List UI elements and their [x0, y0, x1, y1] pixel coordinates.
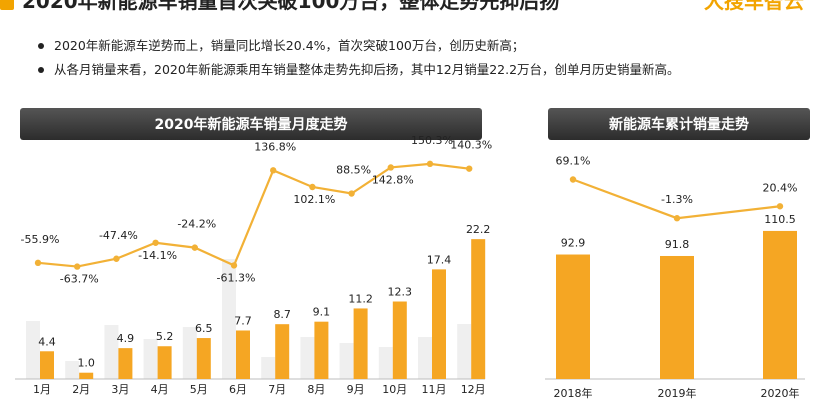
sales-bar [556, 254, 590, 379]
x-tick-label: 11月 [422, 383, 447, 396]
growth-label: -47.4% [99, 229, 138, 242]
sales-bar [763, 230, 797, 379]
bar-value-label: 4.9 [117, 332, 135, 345]
growth-point [230, 262, 238, 269]
bar-value-label: 91.8 [665, 238, 690, 251]
x-tick-label: 9月 [347, 383, 365, 396]
bar-value-label: 8.7 [273, 308, 291, 321]
growth-point [466, 165, 473, 172]
growth-point [74, 263, 81, 270]
sales-bar [471, 239, 486, 379]
monthly-sales-chart: 4.4 1月 1.0 2月 4.9 3月 5.2 4月 6.5 5月 7.7 6月 8.7 7月 9.1 8月… [15, 134, 492, 396]
cumulative-chart-title: 新能源车累计销量走势 [548, 108, 810, 140]
growth-label: 88.5% [336, 164, 371, 177]
sales-bar [79, 372, 94, 379]
growth-point [34, 259, 42, 267]
growth-label: -1.3% [661, 193, 693, 206]
x-tick-label: 2018年 [554, 386, 593, 400]
growth-label: -55.9% [21, 233, 60, 246]
bar-value-label: 6.5 [195, 322, 213, 335]
background-bar [300, 337, 315, 379]
background-bar [222, 259, 236, 379]
logo-icon [0, 0, 14, 10]
growth-label: -14.1% [138, 249, 177, 262]
x-tick-label: 4月 [151, 383, 169, 396]
title-bar: 2020年新能源车销量首次突破100万台，整体走势先抑后扬 大搜车智云 [0, 0, 830, 12]
sales-bar [660, 255, 694, 379]
background-bar [26, 321, 40, 379]
background-bar [418, 337, 432, 379]
background-bar [104, 325, 119, 379]
sales-bar [196, 338, 211, 379]
background-bar [457, 324, 472, 379]
growth-label: -24.2% [177, 218, 216, 231]
bullet-item: 2020年新能源车逆势而上，销量同比增长20.4%，首次突破100万台，创历史新… [36, 38, 680, 62]
growth-point [569, 176, 577, 183]
bar-value-label: 12.3 [388, 286, 413, 299]
growth-label: 102.1% [293, 193, 335, 206]
bullet-item: 从各月销量来看，2020年新能源乘用车销量整体走势先抑后扬，其中12月销量22.… [36, 62, 680, 86]
growth-point [673, 215, 681, 222]
sales-bar [275, 324, 290, 379]
growth-point [426, 160, 434, 168]
bar-value-label: 11.2 [348, 292, 373, 305]
background-bar [339, 343, 354, 379]
x-tick-label: 6月 [229, 383, 247, 396]
bar-value-label: 22.2 [466, 223, 491, 236]
x-tick-label: 5月 [190, 383, 208, 396]
bar-value-label: 1.0 [77, 357, 95, 370]
bar-value-label: 110.5 [764, 213, 796, 226]
cumulative-sales-chart: 92.9 2018年 91.8 2019年 110.5 2020年 69.1% -1.3% 20… [545, 154, 805, 400]
bar-value-label: 4.4 [38, 335, 56, 348]
sales-bar [236, 330, 250, 379]
growth-point [270, 167, 277, 174]
bar-value-label: 9.1 [313, 306, 331, 319]
growth-point [387, 164, 394, 171]
growth-label: 69.1% [556, 154, 591, 167]
growth-point [152, 239, 159, 246]
growth-label: 142.8% [372, 173, 414, 186]
summary-bullets: 2020年新能源车逆势而上，销量同比增长20.4%，首次突破100万台，创历史新… [36, 38, 680, 86]
bar-value-label: 5.2 [156, 330, 174, 343]
sales-bar [353, 308, 368, 379]
growth-point [191, 244, 198, 251]
growth-label: 150.3% [411, 134, 453, 147]
page-title: 2020年新能源车销量首次突破100万台，整体走势先抑后扬 [22, 0, 560, 12]
bar-value-label: 17.4 [427, 253, 452, 266]
sales-bar [157, 346, 172, 379]
sales-bar [432, 269, 446, 379]
x-tick-label: 2020年 [761, 386, 800, 400]
growth-point [309, 183, 316, 191]
x-tick-label: 10月 [382, 383, 407, 396]
background-bar [182, 327, 197, 379]
growth-label: -63.7% [60, 273, 99, 286]
background-bar [143, 339, 158, 379]
x-tick-label: 1月 [33, 383, 51, 396]
sales-bar [118, 348, 133, 379]
x-tick-label: 2月 [72, 383, 90, 396]
x-tick-label: 8月 [307, 383, 325, 396]
monthly-chart-title: 2020年新能源车销量月度走势 [20, 108, 482, 140]
x-tick-label: 12月 [461, 383, 486, 396]
background-bar [378, 347, 393, 379]
background-bar [65, 361, 80, 379]
growth-label: 136.8% [254, 140, 296, 153]
brand-logo: 大搜车智云 [704, 0, 804, 12]
background-bar [261, 357, 276, 379]
x-tick-label: 7月 [268, 383, 286, 396]
bar-value-label: 92.9 [561, 237, 586, 250]
growth-label: -61.3% [217, 271, 256, 284]
growth-label: 20.4% [763, 181, 798, 194]
sales-bar [392, 301, 407, 379]
sales-bar [40, 351, 54, 379]
growth-point [776, 203, 784, 210]
bar-value-label: 7.7 [234, 314, 252, 327]
x-tick-label: 2019年 [658, 386, 697, 400]
growth-point [113, 255, 120, 262]
growth-label: 140.3% [450, 139, 492, 152]
growth-point [348, 190, 355, 197]
sales-bar [314, 321, 329, 379]
growth-line [37, 162, 470, 268]
x-tick-label: 3月 [111, 383, 129, 396]
